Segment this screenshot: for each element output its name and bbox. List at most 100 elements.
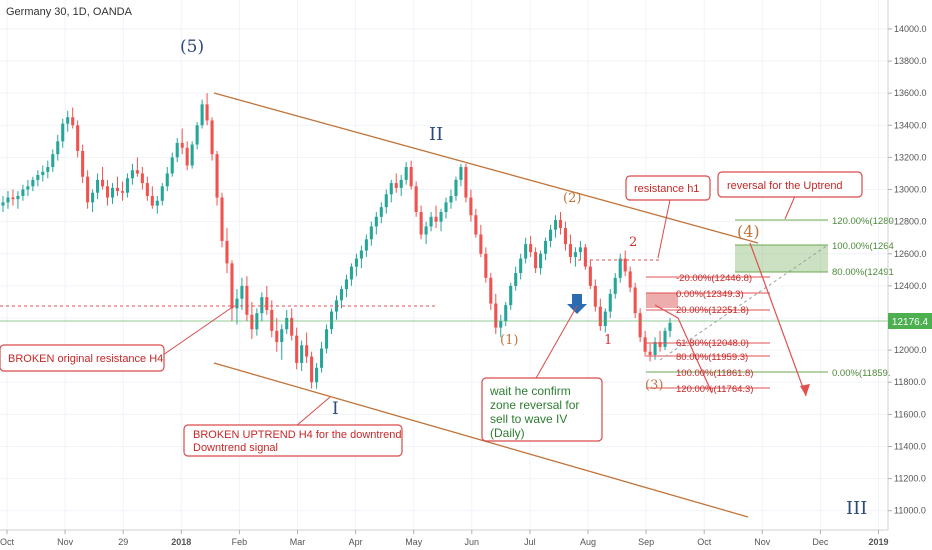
wave-label-2: 2 [629,235,637,250]
x-tick-label: Jul [524,537,536,547]
candle-body [539,253,543,269]
y-tick-label: 13000.0 [894,185,927,195]
candle-body [215,154,219,198]
candle-body [449,195,453,203]
candle-body [529,244,533,253]
candle-body [175,142,179,158]
fib-red-zone [646,293,678,308]
x-tick-label: 29 [118,537,128,547]
candle-body [200,104,204,126]
y-tick-label: 11000.0 [894,506,926,516]
candle-body [613,277,617,294]
candle-body [130,170,134,179]
candle-body [399,179,403,188]
callout-connector [294,396,331,428]
candle-body [364,239,368,251]
candle-body [359,250,363,259]
candle-body [280,329,284,343]
candle-body [21,189,25,196]
fib-green-group [646,219,829,373]
candle-body [419,212,423,235]
candle-body [71,117,75,126]
candle-body [509,285,513,306]
fib-green-label: 120.00%(1280 [832,216,894,227]
callout-reversal-text: reversal for the Uptrend [727,180,843,192]
candle-body [225,240,229,264]
wave-label-4-paren: (4) [737,222,760,241]
candle-body [96,179,100,193]
callout-connector [657,199,671,259]
fib-green-label: 0.00%(11859. [832,368,890,379]
candle-body [41,171,45,176]
candle-body [648,351,652,355]
candle-body [295,335,299,363]
callout-broken-resistance-text: BROKEN original resistance H4 [8,353,163,365]
candle-body [36,175,40,180]
candle-body [578,247,582,253]
candle-body [434,216,438,222]
candle-body [504,305,508,322]
candle-body [1,202,5,206]
candle-body [320,348,324,368]
callout-wait-confirm [481,377,603,442]
candle-body [489,277,493,304]
candle-body [429,216,433,227]
candle-body [16,195,20,200]
candle-body [195,125,199,145]
candle-body [270,309,274,331]
candle-body [519,258,523,274]
wave-label-II: II [429,124,443,145]
candle-body [190,144,194,166]
candle-body [56,141,60,155]
fib-red-label: 120.00%(11764.3) [676,384,753,395]
candle-body [325,329,329,349]
x-tick-label: Dec [812,537,829,547]
x-tick-label: Mar [290,537,306,547]
candle-body [165,173,169,187]
candle-body [524,244,528,259]
y-axis: 14000.0 13800.0 13600.0 13400.0 13200.0 13000… [888,24,927,516]
x-tick-label: Sep [638,537,654,547]
current-price-text: 12176.4 [892,317,929,328]
candle-body [285,318,289,330]
candle-body [150,195,154,206]
candle-body [31,179,35,187]
fib-green-trendline [659,244,829,361]
candle-body [568,244,572,257]
channel-upper-line [213,92,759,244]
candle-body [275,330,279,343]
callout-wait-text-2: zone reversal for [490,398,579,412]
fib-red-label: 80.00%(11959.3) [676,352,748,363]
wave-label-3-paren: (3) [645,378,663,393]
candle-body [305,345,309,357]
candle-body [185,147,189,166]
y-tick-label: 12800.0 [894,217,927,227]
candle-body [260,297,264,314]
candle-body [459,167,463,180]
x-tick-label: Apr [349,537,363,547]
candle-body [499,321,503,328]
fib-red-label: 0.00%(12349.3) [676,289,744,300]
wave-label-1-paren: (1) [500,333,518,348]
callout-wait-text-1: wait he confirm [489,384,571,398]
candle-body [424,226,428,235]
y-tick-label: 13600.0 [894,88,927,98]
channel-lower-line [213,362,749,518]
candle-body [553,220,558,230]
candle-body [394,183,398,188]
candle-body [534,252,538,269]
candle-body [110,187,115,198]
x-tick-label: May [405,537,423,547]
candle-body [46,167,50,172]
candle-body [155,200,159,206]
candle-body [643,337,647,352]
reversal-arrow-line [749,242,807,397]
candle-body [115,187,120,192]
x-tick-label: 2018 [171,537,191,547]
candle-body [598,306,602,327]
candles [1,93,672,389]
candle-body [66,117,70,124]
callout-connector [784,195,796,220]
candle-body [76,125,80,151]
